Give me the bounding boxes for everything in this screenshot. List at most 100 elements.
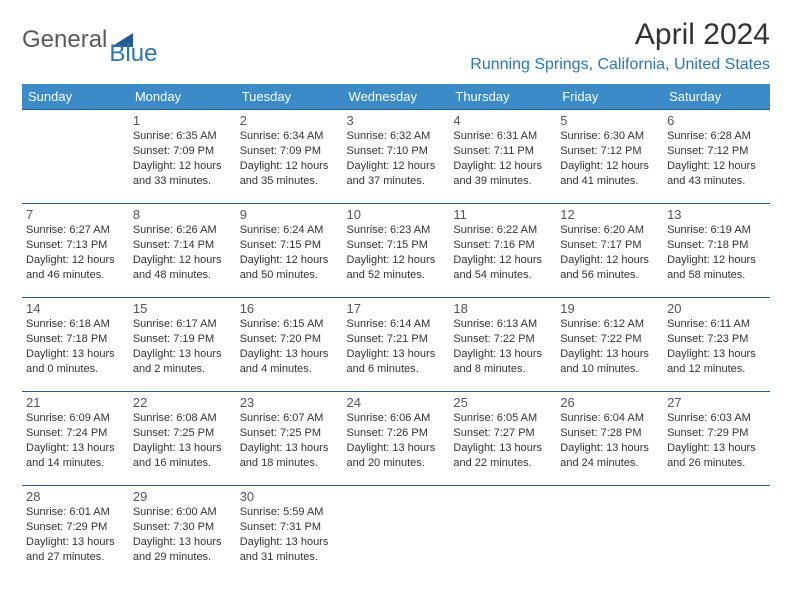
calendar-week-row: 14Sunrise: 6:18 AMSunset: 7:18 PMDayligh… — [22, 298, 770, 392]
day-number: 27 — [667, 395, 766, 410]
day-number: 28 — [26, 489, 125, 504]
day-details: Sunrise: 6:24 AMSunset: 7:15 PMDaylight:… — [240, 223, 339, 282]
day-number: 14 — [26, 301, 125, 316]
calendar-cell: 17Sunrise: 6:14 AMSunset: 7:21 PMDayligh… — [343, 298, 450, 392]
day-details: Sunrise: 6:00 AMSunset: 7:30 PMDaylight:… — [133, 505, 232, 564]
day-number: 23 — [240, 395, 339, 410]
day-number: 15 — [133, 301, 232, 316]
day-details: Sunrise: 6:11 AMSunset: 7:23 PMDaylight:… — [667, 317, 766, 376]
calendar-cell: 20Sunrise: 6:11 AMSunset: 7:23 PMDayligh… — [663, 298, 770, 392]
day-number: 20 — [667, 301, 766, 316]
day-details: Sunrise: 6:22 AMSunset: 7:16 PMDaylight:… — [453, 223, 552, 282]
day-details: Sunrise: 6:01 AMSunset: 7:29 PMDaylight:… — [26, 505, 125, 564]
day-details: Sunrise: 6:31 AMSunset: 7:11 PMDaylight:… — [453, 129, 552, 188]
calendar-cell: 21Sunrise: 6:09 AMSunset: 7:24 PMDayligh… — [22, 392, 129, 486]
day-number: 13 — [667, 207, 766, 222]
day-details: Sunrise: 6:30 AMSunset: 7:12 PMDaylight:… — [560, 129, 659, 188]
calendar-cell — [449, 486, 556, 580]
day-details: Sunrise: 6:06 AMSunset: 7:26 PMDaylight:… — [347, 411, 446, 470]
day-number: 2 — [240, 113, 339, 128]
day-details: Sunrise: 6:07 AMSunset: 7:25 PMDaylight:… — [240, 411, 339, 470]
day-details: Sunrise: 6:14 AMSunset: 7:21 PMDaylight:… — [347, 317, 446, 376]
day-header: Tuesday — [236, 84, 343, 110]
day-details: Sunrise: 6:27 AMSunset: 7:13 PMDaylight:… — [26, 223, 125, 282]
calendar-cell: 11Sunrise: 6:22 AMSunset: 7:16 PMDayligh… — [449, 204, 556, 298]
header: General Blue April 2024 Running Springs,… — [22, 18, 770, 80]
day-number: 7 — [26, 207, 125, 222]
right-header: April 2024 Running Springs, California, … — [470, 18, 770, 80]
calendar-cell: 10Sunrise: 6:23 AMSunset: 7:15 PMDayligh… — [343, 204, 450, 298]
calendar-cell: 19Sunrise: 6:12 AMSunset: 7:22 PMDayligh… — [556, 298, 663, 392]
calendar-cell: 18Sunrise: 6:13 AMSunset: 7:22 PMDayligh… — [449, 298, 556, 392]
day-number: 1 — [133, 113, 232, 128]
calendar-cell: 6Sunrise: 6:28 AMSunset: 7:12 PMDaylight… — [663, 110, 770, 204]
calendar-cell — [22, 110, 129, 204]
calendar-cell — [343, 486, 450, 580]
day-details: Sunrise: 6:03 AMSunset: 7:29 PMDaylight:… — [667, 411, 766, 470]
day-details: Sunrise: 6:34 AMSunset: 7:09 PMDaylight:… — [240, 129, 339, 188]
calendar-cell: 2Sunrise: 6:34 AMSunset: 7:09 PMDaylight… — [236, 110, 343, 204]
day-number: 3 — [347, 113, 446, 128]
day-number: 25 — [453, 395, 552, 410]
day-details: Sunrise: 6:35 AMSunset: 7:09 PMDaylight:… — [133, 129, 232, 188]
calendar-cell: 1Sunrise: 6:35 AMSunset: 7:09 PMDaylight… — [129, 110, 236, 204]
day-number: 11 — [453, 207, 552, 222]
day-number: 19 — [560, 301, 659, 316]
logo-text-2: Blue — [109, 40, 157, 67]
day-number: 16 — [240, 301, 339, 316]
day-details: Sunrise: 6:26 AMSunset: 7:14 PMDaylight:… — [133, 223, 232, 282]
calendar-cell: 8Sunrise: 6:26 AMSunset: 7:14 PMDaylight… — [129, 204, 236, 298]
calendar-cell — [556, 486, 663, 580]
calendar-cell: 28Sunrise: 6:01 AMSunset: 7:29 PMDayligh… — [22, 486, 129, 580]
day-number: 30 — [240, 489, 339, 504]
day-details: Sunrise: 6:09 AMSunset: 7:24 PMDaylight:… — [26, 411, 125, 470]
calendar-body: 1Sunrise: 6:35 AMSunset: 7:09 PMDaylight… — [22, 110, 770, 580]
location: Running Springs, California, United Stat… — [470, 56, 770, 74]
day-details: Sunrise: 6:15 AMSunset: 7:20 PMDaylight:… — [240, 317, 339, 376]
day-header: Wednesday — [343, 84, 450, 110]
day-number: 24 — [347, 395, 446, 410]
day-header: Sunday — [22, 84, 129, 110]
day-number: 12 — [560, 207, 659, 222]
day-number: 17 — [347, 301, 446, 316]
day-details: Sunrise: 6:12 AMSunset: 7:22 PMDaylight:… — [560, 317, 659, 376]
calendar-cell: 27Sunrise: 6:03 AMSunset: 7:29 PMDayligh… — [663, 392, 770, 486]
day-details: Sunrise: 6:17 AMSunset: 7:19 PMDaylight:… — [133, 317, 232, 376]
day-header: Thursday — [449, 84, 556, 110]
day-header: Monday — [129, 84, 236, 110]
calendar-cell: 24Sunrise: 6:06 AMSunset: 7:26 PMDayligh… — [343, 392, 450, 486]
calendar-cell: 13Sunrise: 6:19 AMSunset: 7:18 PMDayligh… — [663, 204, 770, 298]
calendar-cell: 15Sunrise: 6:17 AMSunset: 7:19 PMDayligh… — [129, 298, 236, 392]
day-details: Sunrise: 6:32 AMSunset: 7:10 PMDaylight:… — [347, 129, 446, 188]
calendar-cell: 5Sunrise: 6:30 AMSunset: 7:12 PMDaylight… — [556, 110, 663, 204]
calendar-cell: 7Sunrise: 6:27 AMSunset: 7:13 PMDaylight… — [22, 204, 129, 298]
day-details: Sunrise: 6:04 AMSunset: 7:28 PMDaylight:… — [560, 411, 659, 470]
calendar-week-row: 28Sunrise: 6:01 AMSunset: 7:29 PMDayligh… — [22, 486, 770, 580]
day-number: 8 — [133, 207, 232, 222]
logo-text-1: General — [22, 26, 107, 54]
day-header: Friday — [556, 84, 663, 110]
calendar-cell: 30Sunrise: 5:59 AMSunset: 7:31 PMDayligh… — [236, 486, 343, 580]
day-number: 5 — [560, 113, 659, 128]
month-title: April 2024 — [470, 18, 770, 52]
day-number: 18 — [453, 301, 552, 316]
calendar-week-row: 7Sunrise: 6:27 AMSunset: 7:13 PMDaylight… — [22, 204, 770, 298]
logo: General Blue — [22, 18, 183, 54]
calendar-cell — [663, 486, 770, 580]
calendar-cell: 25Sunrise: 6:05 AMSunset: 7:27 PMDayligh… — [449, 392, 556, 486]
calendar-cell: 16Sunrise: 6:15 AMSunset: 7:20 PMDayligh… — [236, 298, 343, 392]
calendar-header-row: SundayMondayTuesdayWednesdayThursdayFrid… — [22, 84, 770, 110]
calendar-cell: 12Sunrise: 6:20 AMSunset: 7:17 PMDayligh… — [556, 204, 663, 298]
day-number: 29 — [133, 489, 232, 504]
day-number: 21 — [26, 395, 125, 410]
day-number: 10 — [347, 207, 446, 222]
calendar-cell: 14Sunrise: 6:18 AMSunset: 7:18 PMDayligh… — [22, 298, 129, 392]
calendar-cell: 29Sunrise: 6:00 AMSunset: 7:30 PMDayligh… — [129, 486, 236, 580]
day-details: Sunrise: 6:19 AMSunset: 7:18 PMDaylight:… — [667, 223, 766, 282]
calendar-cell: 26Sunrise: 6:04 AMSunset: 7:28 PMDayligh… — [556, 392, 663, 486]
calendar-table: SundayMondayTuesdayWednesdayThursdayFrid… — [22, 84, 770, 580]
day-number: 6 — [667, 113, 766, 128]
day-details: Sunrise: 5:59 AMSunset: 7:31 PMDaylight:… — [240, 505, 339, 564]
day-details: Sunrise: 6:18 AMSunset: 7:18 PMDaylight:… — [26, 317, 125, 376]
calendar-week-row: 1Sunrise: 6:35 AMSunset: 7:09 PMDaylight… — [22, 110, 770, 204]
